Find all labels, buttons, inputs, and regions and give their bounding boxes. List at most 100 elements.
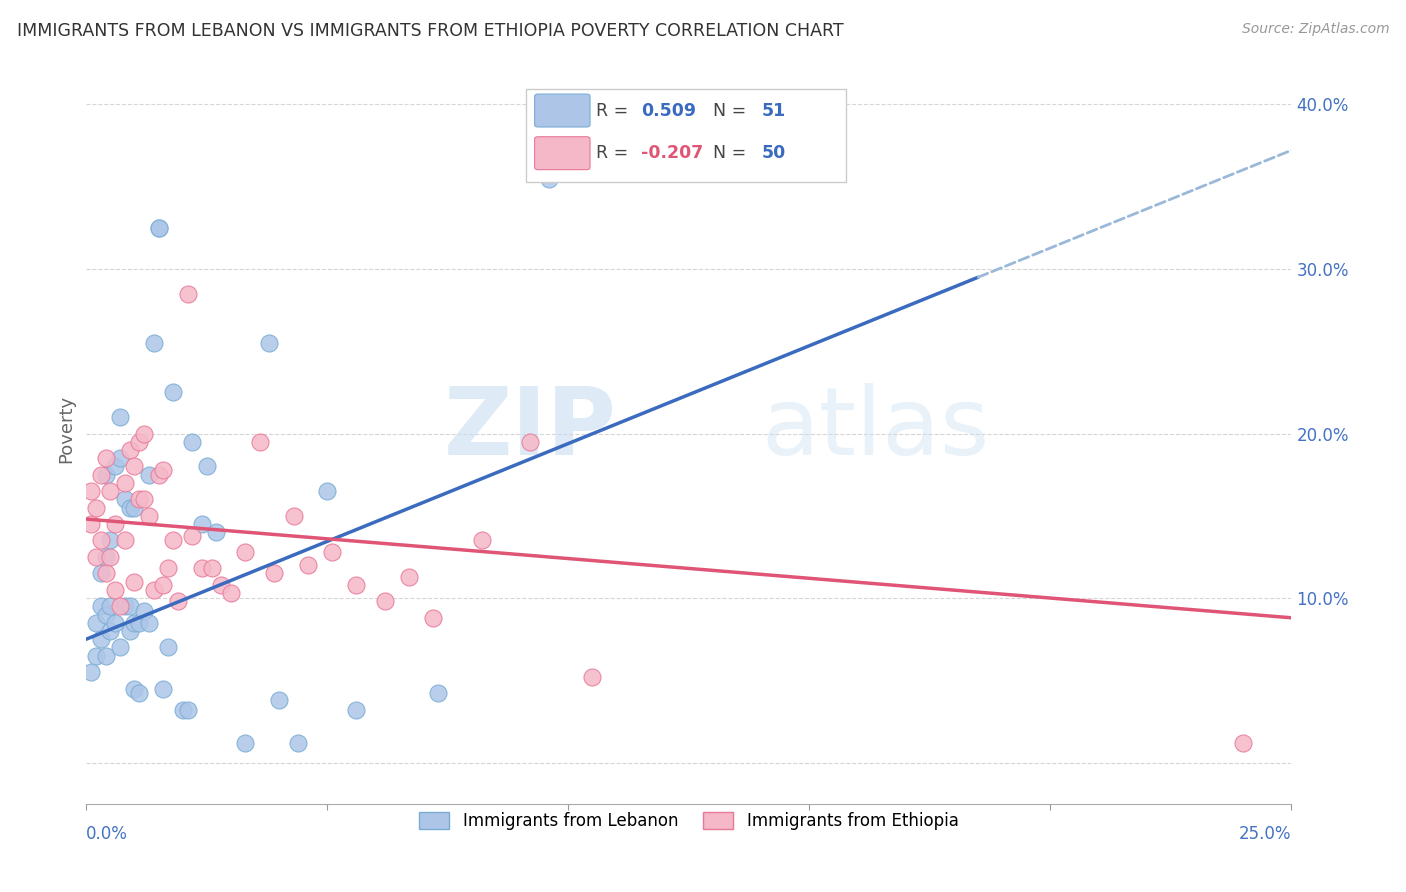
Text: atlas: atlas bbox=[761, 384, 990, 475]
Text: 51: 51 bbox=[761, 102, 786, 120]
Point bbox=[142, 336, 165, 351]
FancyBboxPatch shape bbox=[534, 94, 591, 127]
Point bbox=[128, 434, 150, 449]
Text: 0.509: 0.509 bbox=[641, 102, 696, 120]
Point bbox=[427, 686, 450, 700]
Point bbox=[162, 385, 184, 400]
Point bbox=[167, 594, 190, 608]
Point bbox=[124, 459, 146, 474]
Point bbox=[191, 516, 214, 531]
Point bbox=[219, 586, 242, 600]
Point bbox=[538, 171, 561, 186]
Text: Source: ZipAtlas.com: Source: ZipAtlas.com bbox=[1241, 22, 1389, 37]
Point bbox=[422, 611, 444, 625]
Point bbox=[195, 459, 218, 474]
Point bbox=[108, 451, 131, 466]
FancyBboxPatch shape bbox=[534, 136, 591, 169]
Point bbox=[519, 434, 541, 449]
Point bbox=[191, 561, 214, 575]
FancyBboxPatch shape bbox=[526, 89, 845, 182]
Point bbox=[100, 549, 122, 564]
Point bbox=[297, 558, 319, 573]
Point bbox=[176, 703, 198, 717]
Y-axis label: Poverty: Poverty bbox=[58, 395, 75, 464]
Point bbox=[148, 220, 170, 235]
Point bbox=[138, 508, 160, 523]
Point bbox=[1232, 736, 1254, 750]
Point bbox=[114, 599, 136, 614]
Point bbox=[90, 533, 112, 548]
Point bbox=[205, 525, 228, 540]
Point bbox=[148, 467, 170, 482]
Point bbox=[84, 500, 107, 515]
Point bbox=[287, 736, 309, 750]
Point bbox=[84, 615, 107, 630]
Point bbox=[118, 599, 141, 614]
Point bbox=[157, 561, 180, 575]
Point bbox=[124, 681, 146, 696]
Point bbox=[114, 492, 136, 507]
Point bbox=[104, 582, 127, 597]
Point bbox=[114, 475, 136, 490]
Point bbox=[581, 670, 603, 684]
Legend: Immigrants from Lebanon, Immigrants from Ethiopia: Immigrants from Lebanon, Immigrants from… bbox=[413, 805, 965, 837]
Text: ZIP: ZIP bbox=[444, 384, 617, 475]
Point bbox=[128, 615, 150, 630]
Point bbox=[118, 624, 141, 638]
Text: -0.207: -0.207 bbox=[641, 145, 703, 162]
Point bbox=[162, 533, 184, 548]
Point bbox=[269, 693, 291, 707]
Point bbox=[90, 566, 112, 581]
Point bbox=[84, 549, 107, 564]
Text: R =: R = bbox=[596, 102, 634, 120]
Point bbox=[100, 624, 122, 638]
Text: IMMIGRANTS FROM LEBANON VS IMMIGRANTS FROM ETHIOPIA POVERTY CORRELATION CHART: IMMIGRANTS FROM LEBANON VS IMMIGRANTS FR… bbox=[17, 22, 844, 40]
Point bbox=[235, 545, 257, 559]
Point bbox=[94, 607, 117, 622]
Point bbox=[94, 549, 117, 564]
Point bbox=[94, 566, 117, 581]
Point bbox=[148, 220, 170, 235]
Point bbox=[104, 615, 127, 630]
Point bbox=[84, 648, 107, 663]
Point bbox=[259, 336, 281, 351]
Text: 50: 50 bbox=[761, 145, 786, 162]
Point bbox=[157, 640, 180, 655]
Point bbox=[124, 500, 146, 515]
Point bbox=[134, 426, 156, 441]
Point bbox=[80, 665, 103, 679]
Text: 0.0%: 0.0% bbox=[86, 825, 128, 843]
Point bbox=[138, 615, 160, 630]
Point bbox=[283, 508, 305, 523]
Point bbox=[80, 516, 103, 531]
Point bbox=[138, 467, 160, 482]
Text: 25.0%: 25.0% bbox=[1239, 825, 1292, 843]
Point bbox=[398, 569, 420, 583]
Point bbox=[263, 566, 285, 581]
Point bbox=[152, 681, 174, 696]
Point bbox=[374, 594, 396, 608]
Point bbox=[118, 442, 141, 457]
Point bbox=[321, 545, 343, 559]
Point bbox=[80, 484, 103, 499]
Point bbox=[114, 533, 136, 548]
Text: N =: N = bbox=[713, 145, 752, 162]
Point bbox=[90, 632, 112, 647]
Point bbox=[94, 467, 117, 482]
Point bbox=[128, 492, 150, 507]
Point bbox=[134, 604, 156, 618]
Point bbox=[316, 484, 339, 499]
Point bbox=[90, 599, 112, 614]
Point bbox=[235, 736, 257, 750]
Point bbox=[249, 434, 271, 449]
Point bbox=[172, 703, 194, 717]
Point bbox=[124, 574, 146, 589]
Point bbox=[181, 528, 204, 542]
Text: R =: R = bbox=[596, 145, 634, 162]
Point bbox=[176, 286, 198, 301]
Text: N =: N = bbox=[713, 102, 752, 120]
Point bbox=[108, 410, 131, 425]
Point bbox=[344, 578, 367, 592]
Point bbox=[90, 467, 112, 482]
Point bbox=[181, 434, 204, 449]
